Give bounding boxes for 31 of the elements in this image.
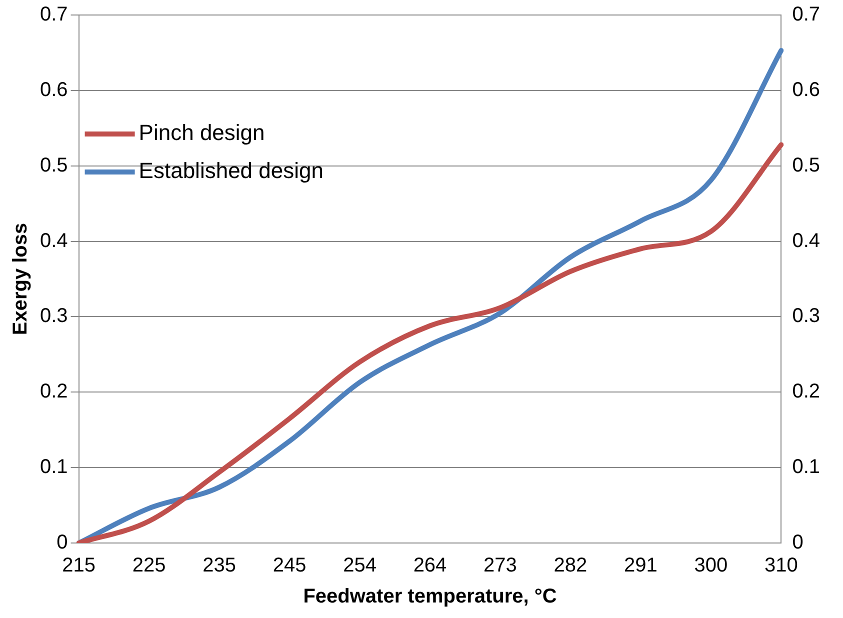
x-tick-label: 291 bbox=[624, 554, 658, 577]
x-tick-label: 254 bbox=[343, 554, 376, 577]
legend-label: Pinch design bbox=[138, 120, 265, 146]
x-tick-label: 264 bbox=[413, 554, 447, 577]
x-tick-label: 310 bbox=[764, 554, 798, 577]
x-tick-label: 300 bbox=[694, 554, 728, 577]
y2-tick-label: 0.6 bbox=[792, 78, 820, 101]
y-tick-label: 0.2 bbox=[40, 380, 68, 403]
x-tick-label: 225 bbox=[132, 554, 166, 577]
y-tick-label: 0 bbox=[56, 532, 68, 554]
y-tick-label: 0.6 bbox=[40, 78, 68, 101]
x-tick-label: 245 bbox=[272, 554, 306, 577]
y2-tick-label: 0.4 bbox=[792, 230, 820, 252]
legend-label: Established design bbox=[138, 158, 324, 184]
y2-tick-label: 0 bbox=[792, 532, 804, 554]
y-tick-label: 0.1 bbox=[40, 456, 68, 478]
y2-tick-label: 0.3 bbox=[792, 305, 820, 328]
x-tick-label: 282 bbox=[554, 554, 588, 577]
x-tick-label: 235 bbox=[202, 554, 236, 577]
x-axis-title: Feedwater temperature, °C bbox=[303, 586, 557, 608]
y2-tick-label: 0.2 bbox=[792, 380, 820, 403]
y2-tick-label: 0.5 bbox=[792, 154, 820, 176]
y-axis-title: Exergy loss bbox=[10, 222, 32, 336]
x-tick-label: 273 bbox=[484, 554, 517, 577]
y-tick-label: 0.3 bbox=[40, 305, 68, 328]
y2-tick-label: 0.1 bbox=[792, 456, 820, 478]
x-tick-label: 215 bbox=[62, 554, 96, 577]
y-tick-label: 0.5 bbox=[40, 154, 68, 176]
y-tick-label: 0.7 bbox=[40, 4, 68, 26]
y2-tick-label: 0.7 bbox=[792, 4, 820, 26]
y-tick-label: 0.4 bbox=[40, 230, 68, 252]
